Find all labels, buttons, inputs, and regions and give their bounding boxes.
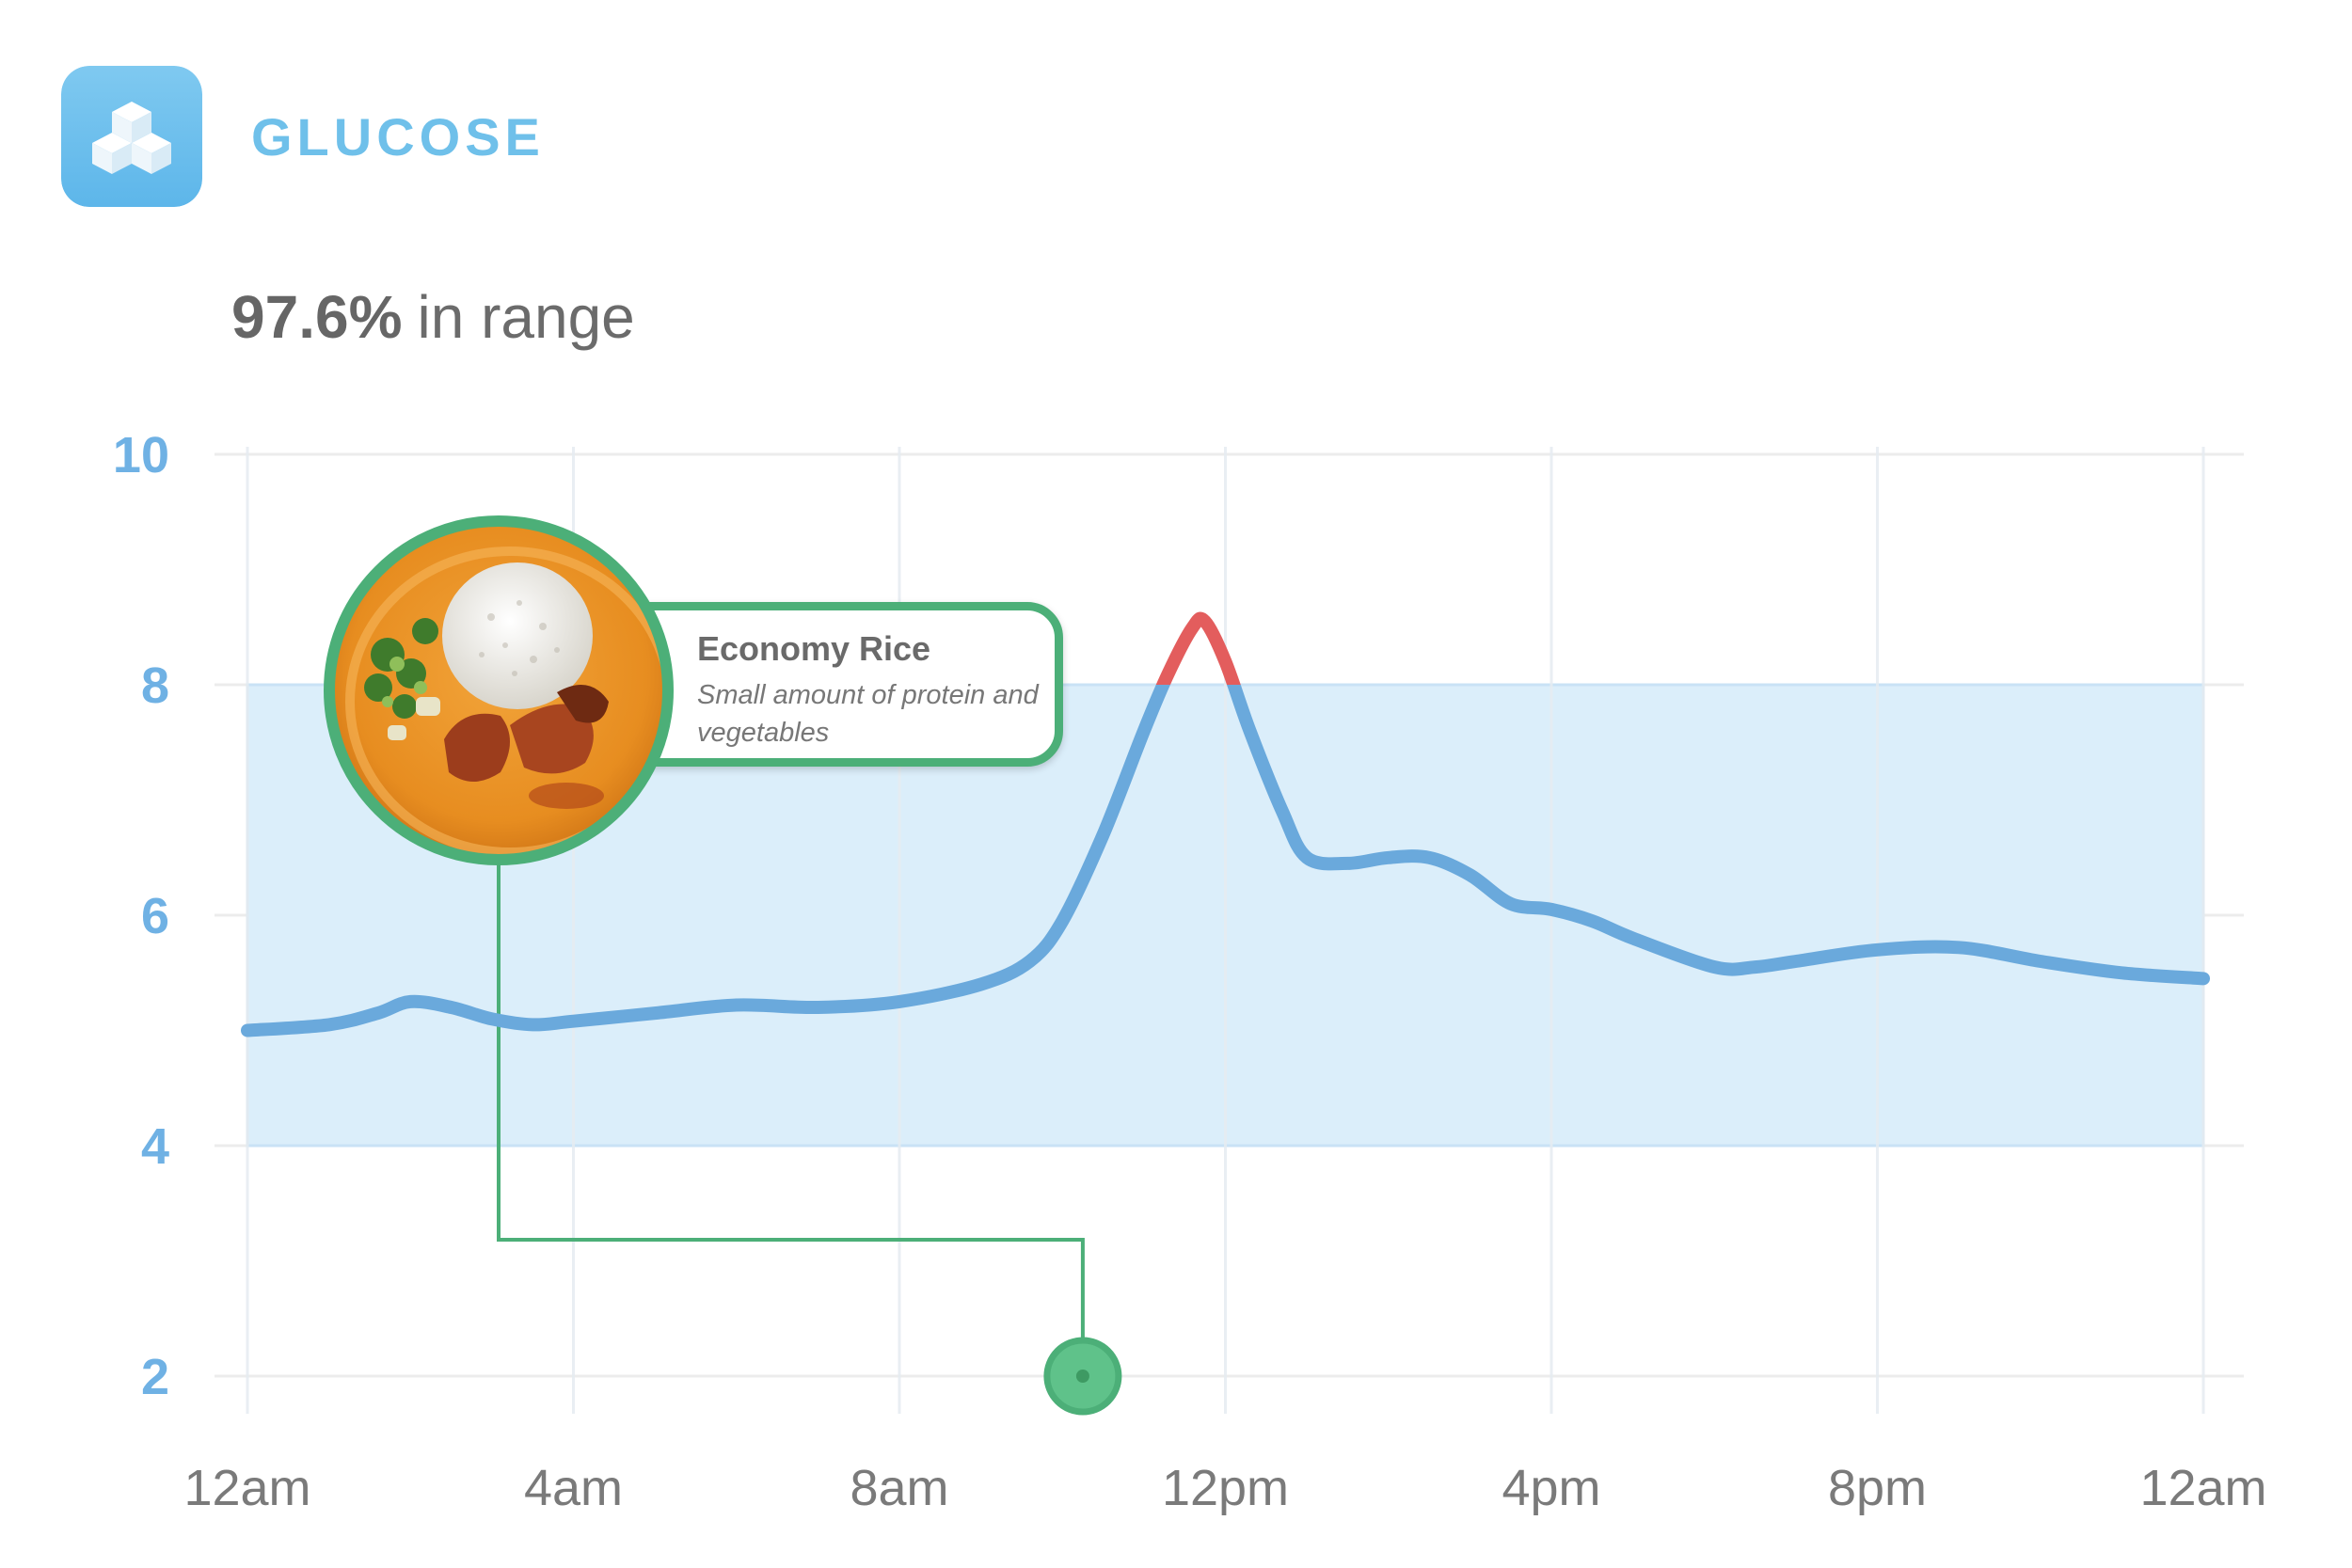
app-title: GLUCOSE <box>251 106 545 166</box>
meal-title: Economy Rice <box>697 629 931 668</box>
x-tick-label: 8pm <box>1828 1460 1927 1516</box>
x-tick-label: 8am <box>850 1460 948 1516</box>
meal-marker-layer[interactable] <box>1043 1337 1122 1416</box>
app-header: GLUCOSE <box>61 66 545 207</box>
in-range-label: in range <box>417 283 635 351</box>
meal-connector <box>497 847 1085 1376</box>
glucose-line-in-range <box>241 685 2210 1037</box>
x-tick-label: 4pm <box>1502 1460 1600 1516</box>
meal-time-marker-dot <box>1075 1370 1089 1383</box>
in-range-summary: 97.6% in range <box>231 282 635 352</box>
x-tick-label: 12pm <box>1162 1460 1289 1516</box>
rice-plate-photo[interactable] <box>322 514 675 867</box>
glucose-series <box>241 611 2210 1037</box>
glucose-line-high <box>1155 611 1241 685</box>
y-tick-label: 4 <box>141 1118 169 1175</box>
x-axis-ticks: 12am 4am 8am 12pm 4pm 8pm 12am <box>183 1460 2266 1516</box>
in-range-percentage: 97.6% <box>231 283 403 351</box>
sugar-cubes-icon <box>61 66 202 207</box>
y-axis-ticks: 2 4 6 8 10 <box>113 427 169 1405</box>
y-tick-label: 6 <box>141 888 169 944</box>
x-tick-label: 12am <box>2139 1460 2266 1516</box>
x-tick-label: 12am <box>183 1460 310 1516</box>
x-tick-label: 4am <box>524 1460 623 1516</box>
y-tick-label: 2 <box>141 1349 169 1405</box>
y-tick-label: 10 <box>113 427 169 483</box>
meal-description: Small amount of protein and vegetables <box>697 680 1039 748</box>
y-tick-label: 8 <box>141 657 169 714</box>
meal-connector-line <box>497 847 1085 1376</box>
